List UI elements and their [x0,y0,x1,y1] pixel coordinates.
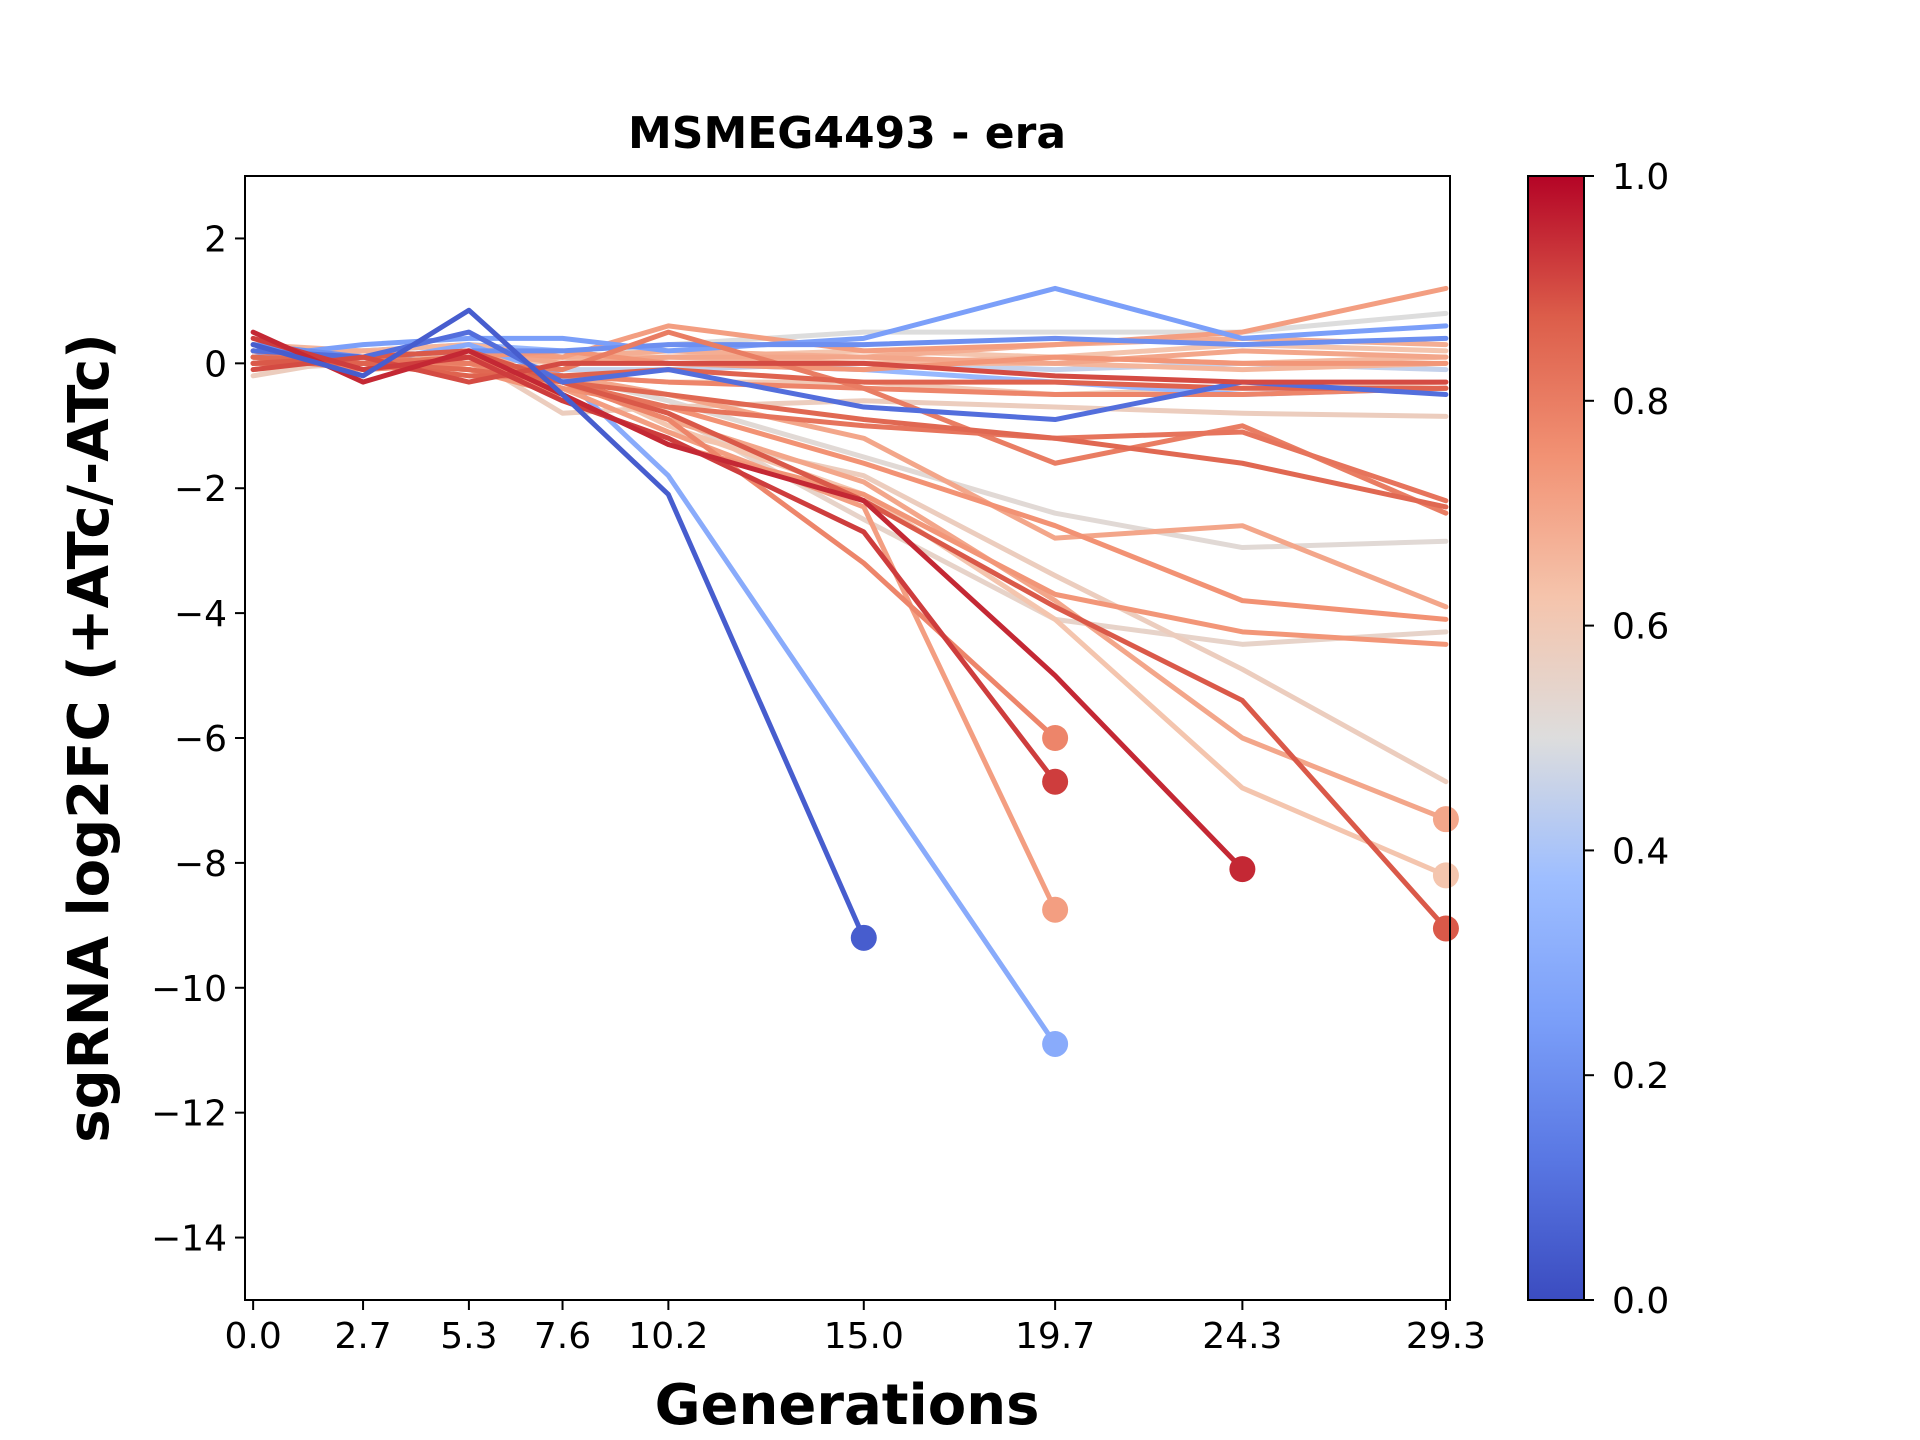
dropout-point [1042,725,1069,751]
dropout-point [1432,806,1459,833]
dropout-point [1042,896,1069,923]
series-line [250,307,867,941]
y-tick-label: −12 [151,1094,227,1135]
series-layer [250,285,1449,1047]
series-line [250,335,1058,785]
colorbar [1527,175,1585,1301]
y-axis-ticks: 2 0 −2 −4 −6 −8 −10 −12 −14 [151,219,245,1260]
x-axis-label: Generations [655,1373,1040,1438]
y-tick-label: −14 [151,1219,227,1260]
x-tick-label: 0.0 [225,1316,282,1357]
dropout-point [1432,862,1459,889]
y-tick-label: −2 [174,469,227,510]
series-line [250,348,1449,504]
x-tick-label: 5.3 [440,1316,497,1357]
dropout-point [850,924,877,951]
colorbar-tick-label: 0.8 [1612,382,1669,423]
dropout-markers [850,725,1459,1057]
colorbar-tick-label: 0.4 [1612,831,1669,872]
x-axis-ticks: 0.0 2.7 5.3 7.6 10.2 15.0 19.7 24.3 29.3 [225,1300,1486,1357]
x-tick-label: 24.3 [1202,1316,1282,1357]
y-tick-label: 2 [204,219,227,260]
x-tick-label: 7.6 [534,1316,591,1357]
series-line [250,329,1449,423]
dropout-point [1432,915,1459,942]
dropout-point [1042,768,1069,795]
dropout-point [1229,856,1256,883]
colorbar-tick-label: 0.6 [1612,607,1669,648]
x-tick-label: 10.2 [628,1316,708,1357]
series-line [250,285,1449,360]
colorbar-tick-label: 0.0 [1612,1281,1669,1322]
x-tick-label: 19.7 [1015,1316,1095,1357]
y-tick-label: −10 [151,969,227,1010]
colorbar-tick-label: 1.0 [1612,157,1669,198]
colorbar-ticks: 0.0 0.2 0.4 0.6 0.8 1.0 [1584,157,1669,1322]
x-tick-label: 15.0 [824,1316,904,1357]
x-tick-label: 29.3 [1406,1316,1486,1357]
colorbar-tick-label: 0.2 [1612,1056,1669,1097]
series-line [250,329,1245,872]
y-axis-label: sgRNA log2FC (+ATc/-ATc) [57,333,122,1143]
series-line [250,342,1058,1047]
chart-title: MSMEG4493 - era [628,108,1066,159]
y-tick-label: −6 [174,719,227,760]
x-tick-label: 2.7 [334,1316,391,1357]
dropout-point [1042,1030,1069,1057]
y-tick-label: 0 [204,344,227,385]
y-tick-label: −4 [174,594,227,635]
y-tick-label: −8 [174,844,227,885]
